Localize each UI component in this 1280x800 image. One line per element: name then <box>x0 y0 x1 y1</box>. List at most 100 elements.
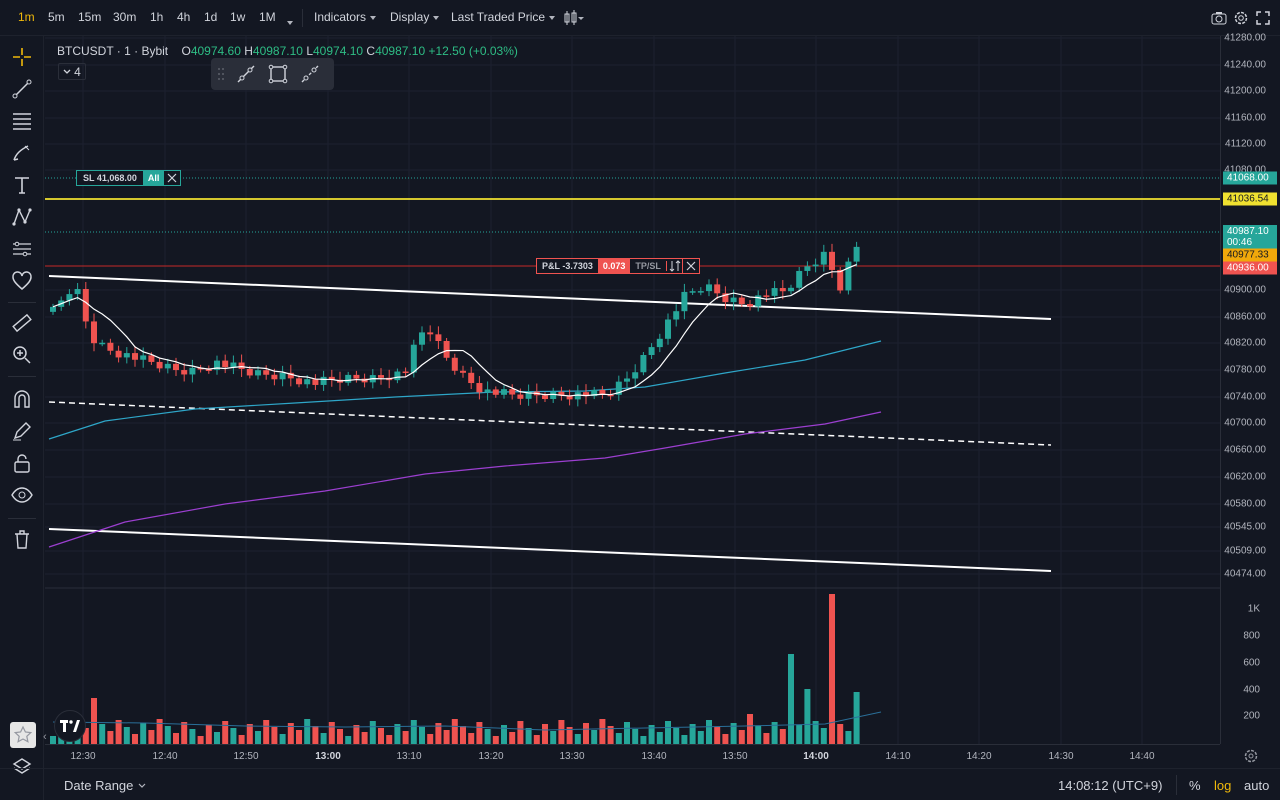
volume-bar <box>361 732 368 744</box>
timeframe-1M[interactable]: 1M <box>259 10 276 24</box>
time-tick: 13:20 <box>478 751 504 762</box>
candle-body <box>837 269 844 291</box>
eye-icon[interactable] <box>11 484 33 506</box>
position-pnl-tag[interactable]: P&L -3.7303 0.073 TP/SL <box>536 258 700 274</box>
timeframe-5m[interactable]: 5m <box>48 10 65 24</box>
heart-icon[interactable] <box>11 270 33 292</box>
forecast-tool-icon[interactable] <box>11 238 33 260</box>
favorites-button[interactable] <box>10 722 36 748</box>
stop-loss-scope[interactable]: All <box>142 171 165 185</box>
timeframe-1w[interactable]: 1w <box>230 10 246 24</box>
pattern-tool-icon[interactable] <box>11 206 33 228</box>
magnet-icon[interactable] <box>11 388 33 410</box>
rectangle-tool-icon[interactable] <box>267 63 289 85</box>
indicator-count: 4 <box>74 64 81 79</box>
volume-bar <box>607 726 614 744</box>
divider <box>8 376 36 377</box>
price-chart-canvas[interactable] <box>45 36 1220 744</box>
candle-body <box>624 378 630 382</box>
text-tool-icon[interactable] <box>11 174 33 196</box>
timeframe-1m[interactable]: 1m <box>18 10 35 24</box>
horizontal-lines-icon[interactable] <box>11 110 33 132</box>
layers-icon[interactable] <box>11 756 33 778</box>
line-tool-icon[interactable] <box>235 63 257 85</box>
camera-icon[interactable] <box>1211 10 1227 26</box>
price-tick: 40474.00 <box>1224 568 1266 580</box>
volume-bar <box>205 725 212 744</box>
volume-bar <box>517 721 524 744</box>
candle-body <box>148 355 155 362</box>
date-range-button[interactable]: Date Range <box>64 778 147 793</box>
price-tick: 41280.00 <box>1224 32 1266 44</box>
trend-line-icon[interactable] <box>11 78 33 100</box>
log-scale-toggle[interactable]: log <box>1214 778 1232 793</box>
auto-scale-toggle[interactable]: auto <box>1244 778 1270 793</box>
scroll-left-icon[interactable]: ‹ <box>43 731 47 743</box>
moving-average-line <box>52 263 857 397</box>
display-menu[interactable]: Display <box>390 10 440 24</box>
close-position-icon[interactable] <box>683 259 699 273</box>
candle-body <box>263 370 270 375</box>
floating-drawing-toolbar <box>211 58 334 90</box>
price-tick: 40860.00 <box>1224 311 1266 323</box>
time-tick: 14:20 <box>966 751 992 762</box>
price-type-label: Last Traded Price <box>451 10 546 24</box>
lock-drawings-pencil-icon[interactable] <box>11 420 33 442</box>
timeframe-30m[interactable]: 30m <box>113 10 137 24</box>
volume-bar <box>148 730 155 744</box>
indicators-menu[interactable]: Indicators <box>314 10 377 24</box>
close-icon[interactable] <box>164 171 180 185</box>
timeframe-1h[interactable]: 1h <box>150 10 164 24</box>
candle-body <box>501 389 507 395</box>
symbol-name[interactable]: BTCUSDT · 1 · Bybit <box>57 44 169 58</box>
unlock-icon[interactable] <box>11 452 33 474</box>
tpsl-button[interactable]: TP/SL <box>630 261 667 271</box>
timeframe-4h[interactable]: 4h <box>177 10 191 24</box>
ruler-icon[interactable] <box>11 312 33 334</box>
clock-display[interactable]: 14:08:12 (UTC+9) <box>1058 778 1163 793</box>
fullscreen-icon[interactable] <box>1255 10 1271 26</box>
price-tick: 40580.00 <box>1224 498 1266 510</box>
candle-body <box>435 334 442 341</box>
candle-body <box>829 251 835 270</box>
ray-tool-icon[interactable] <box>299 63 321 85</box>
settings-gear-icon[interactable] <box>1233 10 1249 26</box>
candle-body <box>730 297 737 303</box>
reverse-arrows-icon[interactable] <box>667 259 683 273</box>
volume-bar <box>378 728 384 744</box>
axis-settings-icon[interactable] <box>1243 748 1259 764</box>
time-tick: 14:30 <box>1048 751 1074 762</box>
time-axis[interactable]: 12:30 12:40 12:50 13:00 13:10 13:20 13:30 13:40… <box>43 731 1220 768</box>
zoom-in-icon[interactable] <box>11 344 33 366</box>
volume-bar <box>771 722 778 744</box>
close-value: 40987.10 <box>375 44 426 58</box>
candle-body <box>345 374 352 383</box>
chart-pane[interactable] <box>45 36 1220 744</box>
stop-loss-tag[interactable]: SL 41,068.00 All <box>76 170 182 186</box>
volume-bar <box>320 733 327 744</box>
brush-icon[interactable] <box>11 142 33 164</box>
trend-line-upper <box>48 275 1052 320</box>
price-type-menu[interactable]: Last Traded Price <box>451 10 556 24</box>
crosshair-icon[interactable] <box>11 46 33 68</box>
candle-body <box>279 372 286 380</box>
trash-icon[interactable] <box>11 528 33 550</box>
drag-handle-icon[interactable] <box>217 66 225 82</box>
volume-bar <box>706 720 712 744</box>
indicator-count-toggle[interactable]: 4 <box>58 63 86 80</box>
percent-scale-toggle[interactable]: % <box>1189 778 1201 793</box>
candle-body <box>525 391 532 399</box>
chart-type-button[interactable] <box>562 10 584 29</box>
candle-body <box>66 294 73 301</box>
tradingview-logo[interactable] <box>54 710 86 742</box>
timeframe-15m[interactable]: 15m <box>78 10 102 24</box>
volume-bar <box>624 722 630 744</box>
price-axis[interactable]: 41280.00 41240.00 41200.00 41160.00 41120.00… <box>1220 32 1280 763</box>
volume-bar <box>566 727 573 744</box>
timeframe-dropdown-icon[interactable] <box>283 15 293 29</box>
volume-bar <box>419 727 425 744</box>
timeframe-1d[interactable]: 1d <box>204 10 218 24</box>
candle-body <box>804 266 811 271</box>
candle-body <box>427 332 434 335</box>
volume-bar <box>279 734 286 744</box>
